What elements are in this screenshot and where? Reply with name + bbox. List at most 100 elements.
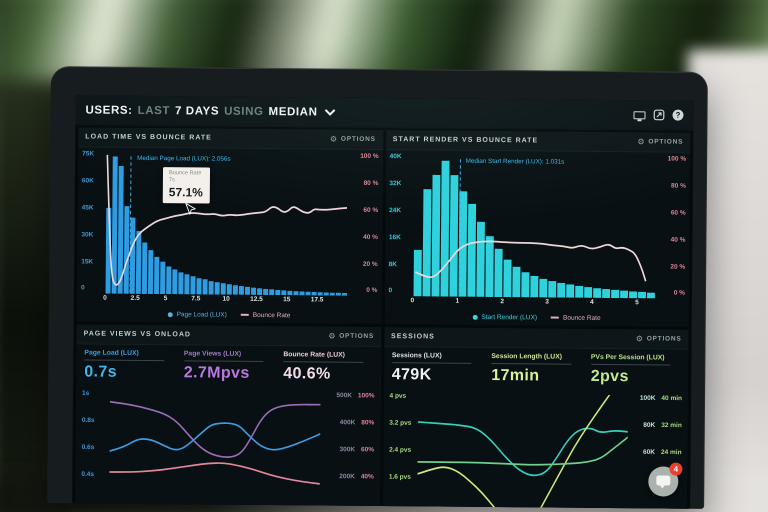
series-line-bounce-rate (109, 462, 320, 485)
gear-icon: ⚙ (328, 331, 337, 341)
chevron-down-icon[interactable] (324, 108, 336, 116)
y-axis-tick: 0.8s (81, 416, 95, 425)
options-button[interactable]: ⚙ OPTIONS (330, 135, 376, 144)
metric-label: Sessions (LUX) (391, 352, 442, 360)
tooltip-value: 57.1% (168, 185, 203, 200)
options-button[interactable]: ⚙ OPTIONS (636, 334, 682, 343)
legend-dash-marker (240, 314, 249, 316)
y-axis-tick: 300K (339, 446, 356, 454)
y-axis-right: 100 % 80 % 60 % 40 % 20 % 0 % (655, 155, 686, 298)
legend-label: Bounce Rate (562, 314, 601, 322)
panel-title: SESSIONS (391, 333, 435, 341)
load-time-chart-plot[interactable]: Median Page Load (LUX): 2.056s Bounce Ra… (105, 151, 349, 296)
x-axis-tick: 17.5 (310, 296, 324, 304)
metric-label: Page Load (LUX) (84, 349, 139, 357)
series-line-sessions (417, 421, 628, 477)
chat-button[interactable]: 4 (648, 462, 683, 497)
y-axis-tick: 80K (643, 421, 656, 429)
series-line-pvs-per-session (416, 436, 629, 466)
header-title-segment: MEDIAN (268, 105, 318, 118)
page-views-chart-plot[interactable] (109, 391, 321, 509)
panel-header: SESSIONS ⚙ OPTIONS (383, 327, 689, 350)
y-axis-right: 100 % 80 % 60 % 40 % 20 % 0 % (347, 153, 378, 296)
y-axis-left: 40K 32K 24K 16K 8K 0 (388, 153, 413, 296)
monitor-icon[interactable] (633, 110, 646, 119)
y-axis-tick: 40% (360, 473, 374, 481)
legend-dash-marker (551, 316, 560, 319)
y-axis-tick: 60 % (363, 206, 379, 214)
legend-label: Start Render (LUX) (481, 313, 538, 321)
y-axis-tick: 80% (361, 419, 375, 427)
y-axis-tick: 32K (389, 179, 402, 188)
y-axis-left: 75K 60K 45K 30K 15K 0 (81, 150, 106, 293)
y-axis-tick: 60K (81, 177, 94, 185)
y-axis-tick: 40 % (363, 233, 378, 241)
gear-icon: ⚙ (637, 137, 646, 147)
mouse-cursor (184, 203, 196, 216)
y-axis-tick: 1s (82, 389, 90, 397)
metric-divider (391, 362, 472, 364)
x-axis-tick: 2.5 (130, 294, 140, 302)
share-icon[interactable] (653, 109, 665, 121)
header-title-segment: LAST (137, 104, 171, 117)
y-axis-tick: 40 % (670, 236, 686, 244)
panel-sessions: SESSIONS ⚙ OPTIONS Sessions (LUX) 479K Ses… (382, 327, 689, 509)
metric-value: 479K (391, 366, 432, 384)
panel-start-render: START RENDER VS BOUNCE RATE ⚙ OPTIONS 40… (384, 130, 691, 327)
y-axis-tick: 16K (388, 233, 401, 241)
y-axis-tick: 0 % (673, 290, 685, 298)
bounce-rate-line (106, 154, 348, 286)
median-annotation: Median Page Load (LUX): 2.056s (137, 154, 231, 163)
metric-label: Session Length (LUX) (491, 352, 563, 361)
start-render-chart-plot[interactable]: Median Start Render (LUX): 1.031s (412, 153, 656, 299)
legend-item[interactable]: Bounce Rate (551, 314, 601, 321)
legend-label: Page Load (LUX) (176, 310, 227, 319)
y-axis-tick: 2.4 pvs (389, 446, 412, 454)
y-axis-tick-pair: 300K 60% (339, 446, 374, 453)
y-axis-tick: 60% (361, 446, 375, 454)
options-label: OPTIONS (340, 135, 376, 143)
y-axis-tick: 75K (82, 150, 95, 158)
legend-item[interactable]: Start Render (LUX) (472, 313, 537, 321)
metric: Session Length (LUX) 17min (491, 353, 581, 395)
series-line-page-views (109, 400, 321, 458)
metric-value: 2pvs (590, 367, 629, 386)
metric-divider (283, 361, 363, 363)
panel-page-views: PAGE VIEWS VS ONLOAD ⚙ OPTIONS Page Load… (74, 324, 382, 509)
x-axis-tick: 12.5 (250, 295, 263, 303)
options-button[interactable]: ⚙ OPTIONS (637, 137, 683, 146)
y-axis-tick-pair: 500K 100% (336, 392, 374, 399)
y-axis-tick: 0 (388, 287, 393, 295)
x-axis-tick: 15 (283, 296, 291, 304)
bars-layer (413, 160, 655, 299)
y-axis-left: 1s 0.8s 0.6s 0.4s (79, 390, 110, 508)
x-axis-tick: 0 (410, 297, 415, 305)
y-axis-tick: 100 % (667, 155, 687, 163)
notification-badge: 4 (669, 462, 683, 476)
legend-item[interactable]: Bounce Rate (240, 311, 291, 319)
legend-label: Bounce Rate (252, 311, 291, 319)
y-axis-tick: 40K (389, 153, 402, 161)
chat-icon (656, 475, 671, 486)
laptop: USERS: LAST 7 DAYS USING MEDIAN ? LOAD TIME … (47, 66, 708, 509)
help-icon[interactable]: ? (672, 109, 684, 121)
options-button[interactable]: ⚙ OPTIONS (328, 332, 374, 341)
chart-tooltip: Bounce Rate 7s 57.1% (162, 167, 211, 204)
options-label: OPTIONS (339, 332, 375, 340)
y-axis-tick: 100% (357, 392, 375, 400)
x-axis-tick: 1 (455, 297, 460, 305)
header-title: USERS: LAST 7 DAYS USING MEDIAN (85, 104, 322, 118)
panel-header: START RENDER VS BOUNCE RATE ⚙ OPTIONS (385, 130, 691, 153)
legend-item[interactable]: Page Load (LUX) (167, 310, 227, 319)
y-axis-tick: 60 % (670, 209, 686, 217)
y-axis-tick: 3.2 pvs (389, 419, 412, 427)
x-axis-tick: 3 (545, 298, 549, 306)
panel-load-time: LOAD TIME VS BOUNCE RATE ⚙ OPTIONS 75K 60… (76, 127, 383, 325)
y-axis-tick: 8K (388, 260, 398, 268)
sessions-chart-plot[interactable] (416, 393, 629, 509)
y-axis-tick: 100K (639, 394, 656, 402)
y-axis-tick: 45K (81, 204, 94, 212)
y-axis-tick: 200K (339, 473, 355, 481)
y-axis-tick: 20 % (670, 263, 686, 271)
